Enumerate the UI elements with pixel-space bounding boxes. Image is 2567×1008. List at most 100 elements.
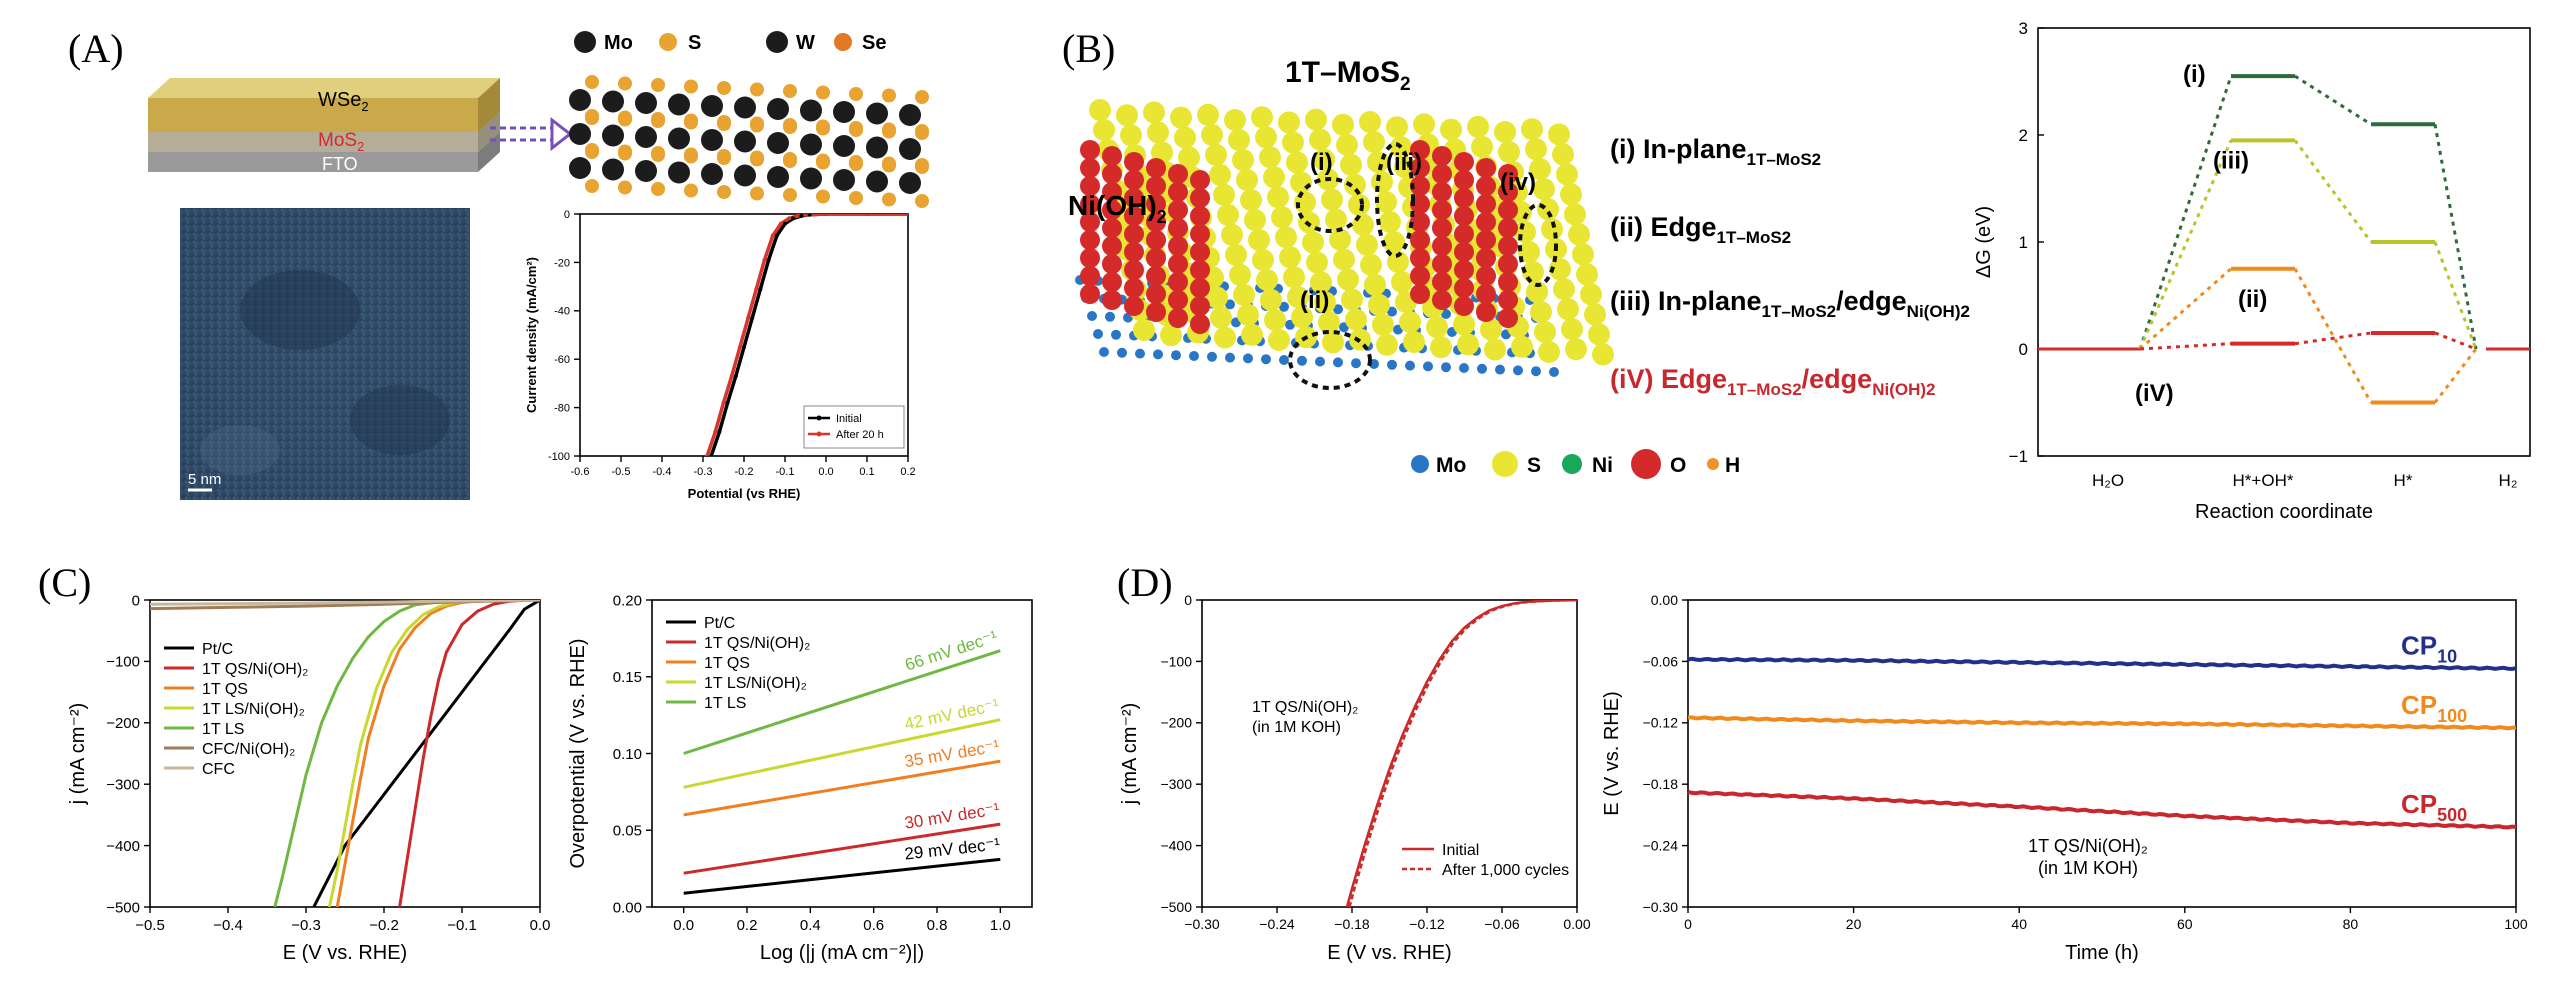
site-item-iii: (iii) In-plane1T–MoS2/edgeNi(OH)2 xyxy=(1610,286,1970,321)
se-atom xyxy=(618,76,632,91)
o-atom xyxy=(1168,254,1188,274)
level-annotation: (i) xyxy=(2183,61,2206,88)
data-marker xyxy=(770,233,775,238)
legend-label: Initial xyxy=(1442,842,1479,859)
s-atom xyxy=(1197,103,1219,126)
s-atom xyxy=(1116,104,1138,127)
o-atom xyxy=(1102,182,1122,202)
mo-atom xyxy=(1111,329,1121,340)
level-connector xyxy=(2294,74,2372,126)
x-tick-label: 0.4 xyxy=(800,917,821,934)
level-connector xyxy=(2434,331,2477,351)
data-marker xyxy=(737,345,742,350)
s-atom xyxy=(1572,243,1594,266)
data-marker xyxy=(766,257,771,262)
s-atom xyxy=(1321,188,1343,211)
o-atom xyxy=(1476,284,1496,304)
s-atom xyxy=(1364,273,1386,296)
s-atom xyxy=(1279,246,1301,269)
series-line xyxy=(683,822,1001,875)
s-atom xyxy=(1457,333,1479,356)
o-atom xyxy=(1080,212,1100,232)
s-atom xyxy=(1376,333,1398,356)
s-atom xyxy=(1368,293,1390,316)
x-tick-label: 0.00 xyxy=(1563,916,1590,932)
svg-text:(ii): (ii) xyxy=(1300,287,1329,314)
se-atom xyxy=(816,119,830,134)
s-atom xyxy=(1553,278,1575,301)
metal-atom xyxy=(602,90,624,113)
metal-atom xyxy=(668,93,690,116)
metal-atom xyxy=(734,130,756,153)
s-atom xyxy=(1147,121,1169,144)
o-atom xyxy=(1146,266,1166,286)
mo-atom xyxy=(1513,365,1523,376)
s-atom xyxy=(1120,124,1142,147)
s-atom xyxy=(1453,313,1475,336)
o-atom xyxy=(1454,170,1474,190)
s-atom xyxy=(1336,133,1358,156)
data-marker xyxy=(742,345,746,350)
mo-atom xyxy=(1495,364,1505,375)
x-tick-label: −0.30 xyxy=(1184,916,1220,932)
o-atom xyxy=(1168,200,1188,220)
legend-label: 1T QS xyxy=(704,655,750,672)
o-atom xyxy=(1432,290,1452,310)
s-atom xyxy=(1548,123,1570,146)
data-marker xyxy=(721,400,726,405)
o-atom xyxy=(1476,194,1496,214)
se-atom xyxy=(849,191,863,205)
x-tick-label: 0.2 xyxy=(900,466,915,478)
se-atom xyxy=(849,87,863,101)
s-atom xyxy=(1302,231,1324,254)
metal-atom xyxy=(635,160,657,182)
s-atom xyxy=(1561,318,1583,341)
s-atom xyxy=(1564,203,1586,226)
s-atom xyxy=(1241,323,1263,346)
panel-label-a: (A) xyxy=(68,26,124,71)
x-tick-label: −0.4 xyxy=(213,917,243,934)
panel-label-d: (D) xyxy=(1117,560,1173,605)
o-atom xyxy=(1476,176,1496,196)
o-atom xyxy=(1432,218,1452,238)
y-tick-label: −1 xyxy=(2009,447,2028,466)
data-marker xyxy=(791,216,796,221)
se-atom xyxy=(882,156,896,171)
mo-atom xyxy=(1279,355,1289,365)
o-atom xyxy=(1124,224,1144,244)
s-atom xyxy=(1251,106,1273,129)
s-atom xyxy=(1244,209,1266,231)
y-tick-label: 0 xyxy=(1184,592,1192,608)
s-atom xyxy=(1341,288,1363,311)
o-atom xyxy=(1102,164,1122,184)
legend-marker xyxy=(816,431,822,437)
y-tick-label: −0.30 xyxy=(1643,899,1679,915)
mo-atom xyxy=(1297,355,1307,366)
y-tick-label: 0 xyxy=(2019,340,2028,359)
o-atom xyxy=(1410,158,1430,178)
s-atom xyxy=(1228,129,1250,151)
o-atom xyxy=(1168,308,1188,328)
o-atom xyxy=(1498,308,1518,328)
tem-image: 5 nm xyxy=(180,208,470,500)
o-atom xyxy=(1080,194,1100,214)
mo-atom xyxy=(1549,367,1559,377)
x-tick-label: 0.0 xyxy=(818,466,833,478)
mo-atom xyxy=(1225,299,1235,310)
s-atom xyxy=(1576,263,1598,286)
o-atom xyxy=(1080,176,1100,196)
data-marker xyxy=(795,214,800,218)
x-tick-label: 0 xyxy=(1684,916,1692,932)
o-atom xyxy=(1454,260,1474,280)
y-tick-label: −0.06 xyxy=(1643,653,1679,669)
metal-atom xyxy=(833,135,855,157)
metal-atom xyxy=(800,133,822,156)
s-atom xyxy=(1556,163,1578,186)
s-atom xyxy=(1229,263,1251,286)
x-tick-label: 1.0 xyxy=(990,917,1011,934)
series-line xyxy=(312,600,540,907)
o-atom xyxy=(1190,242,1210,262)
level-annotation: (iii) xyxy=(2213,147,2249,174)
site-item-iv: (iV) Edge1T–MoS2/edgeNi(OH)2 xyxy=(1610,364,1935,399)
se-atom xyxy=(684,79,698,94)
